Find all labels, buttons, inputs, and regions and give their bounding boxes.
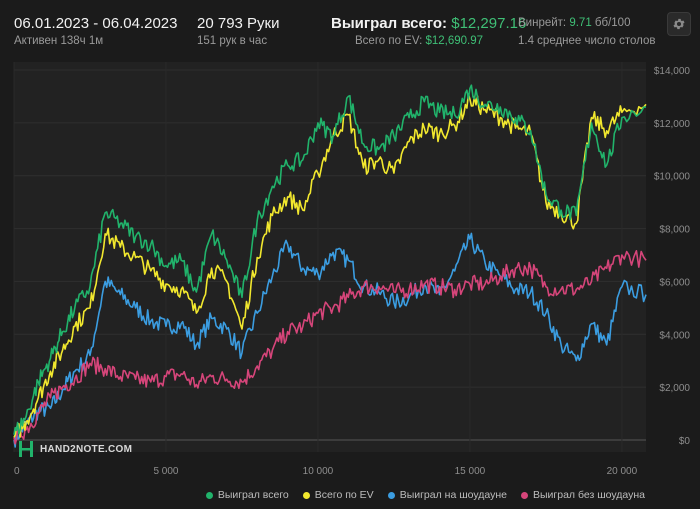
x-tick-label: 5 000 xyxy=(153,466,178,477)
y-tick-label: $0 xyxy=(679,436,691,447)
y-tick-label: $4,000 xyxy=(659,330,690,341)
date-range[interactable]: 06.01.2023 - 06.04.2023 xyxy=(14,15,178,32)
winrate-suffix: бб/100 xyxy=(594,17,631,29)
hand2note-logo-icon xyxy=(19,441,33,457)
x-tick-label: 0 xyxy=(14,466,20,477)
legend-label: Выиграл на шоудауне xyxy=(399,489,507,501)
won-total-label: Выиграл всего: xyxy=(331,15,448,32)
chart-legend: Выиграл всего Всего по EV Выиграл на шоуда… xyxy=(205,489,645,501)
x-tick-label: 10 000 xyxy=(303,466,334,477)
ev-total: Всего по EV: $12,690.97 xyxy=(355,35,483,47)
series-lines xyxy=(13,84,647,448)
ev-total-value: $12,690.97 xyxy=(425,35,484,47)
x-tick-label: 20 000 xyxy=(607,466,638,477)
series-line[interactable] xyxy=(13,84,647,435)
hands-per-hour: 151 рук в час xyxy=(197,35,268,47)
winrate-label: Винрейт: xyxy=(518,17,567,29)
legend-item[interactable]: Всего по EV xyxy=(302,489,374,501)
hand2note-logo: HAND2NOTE.COM xyxy=(18,440,132,458)
winrate-value: 9.71 xyxy=(569,17,592,29)
avg-tables: 1.4 среднее число столов xyxy=(518,35,656,47)
legend-item[interactable]: Выиграл на шоудауне xyxy=(387,489,507,501)
y-tick-label: $6,000 xyxy=(659,277,690,288)
legend-dot xyxy=(205,491,213,499)
settings-button[interactable] xyxy=(667,12,691,36)
y-tick-label: $12,000 xyxy=(654,119,691,130)
ev-total-label: Всего по EV: xyxy=(355,35,423,47)
gear-icon xyxy=(673,18,685,30)
x-tick-label: 15 000 xyxy=(455,466,486,477)
x-axis: 0 5 000 10 000 15 000 20 000 xyxy=(14,466,638,477)
legend-label: Всего по EV xyxy=(314,489,374,501)
hands-count: 20 793 Руки xyxy=(197,15,280,32)
won-total: Выиграл всего: $12,297.16 xyxy=(331,15,526,32)
y-tick-label: $10,000 xyxy=(654,172,691,183)
series-line[interactable] xyxy=(13,250,647,445)
legend-dot xyxy=(387,491,395,499)
legend-label: Выиграл всего xyxy=(217,489,289,501)
winrate: Винрейт: 9.71 бб/100 xyxy=(518,17,630,29)
y-axis: $0 $2,000 $4,000 $6,000 $8,000 $10,000 $12,000… xyxy=(654,66,691,447)
won-total-value: $12,297.16 xyxy=(451,15,527,32)
series-line[interactable] xyxy=(13,232,647,448)
legend-item[interactable]: Выиграл всего xyxy=(205,489,289,501)
y-tick-label: $8,000 xyxy=(659,225,690,236)
active-time: Активен 138ч 1м xyxy=(14,35,104,47)
legend-dot xyxy=(521,491,528,499)
legend-label: Выиграл без шоудауна xyxy=(533,489,645,501)
y-tick-label: $2,000 xyxy=(659,383,690,394)
y-tick-label: $14,000 xyxy=(654,66,691,77)
legend-item[interactable]: Выиграл без шоудауна xyxy=(521,489,645,501)
legend-dot xyxy=(302,491,310,499)
hand2note-logo-text: HAND2NOTE.COM xyxy=(40,443,133,455)
